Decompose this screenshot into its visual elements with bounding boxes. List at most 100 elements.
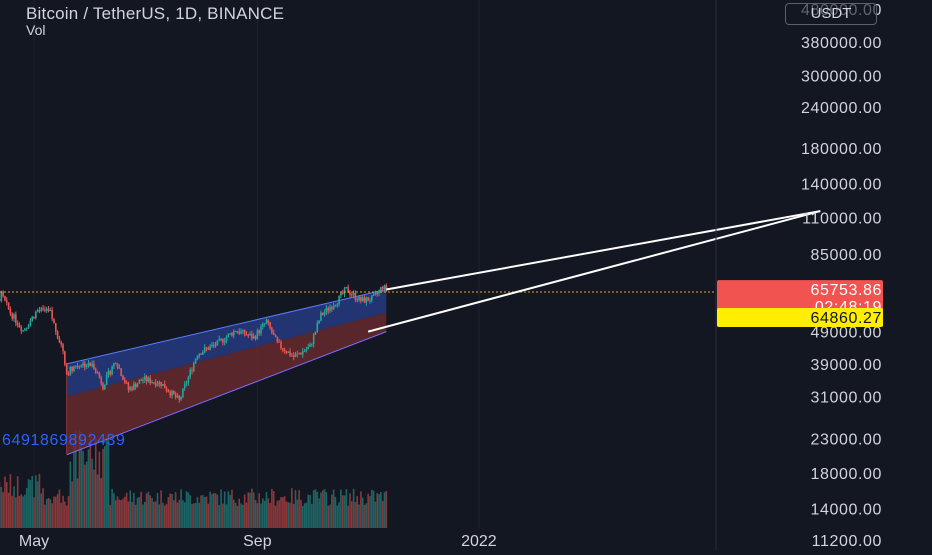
candle-body: [257, 331, 259, 339]
candle-body: [139, 380, 141, 384]
volume-bar: [26, 488, 28, 528]
candle-body: [237, 332, 239, 333]
candle-body: [135, 384, 137, 387]
candle-body: [168, 391, 170, 393]
volume-bar: [240, 503, 242, 528]
candle-body: [26, 328, 28, 329]
volume-bar: [224, 492, 226, 528]
volume-bar: [106, 437, 108, 528]
volume-bar: [189, 495, 191, 528]
candle-body: [44, 309, 46, 310]
candle-body: [286, 351, 288, 353]
price-axis[interactable]: 800000.00640000.00480000.00380000.003000…: [801, 0, 882, 550]
candle-body: [13, 314, 15, 318]
volume-bar: [22, 496, 24, 528]
candle-body: [197, 356, 199, 359]
candle-body: [224, 341, 226, 343]
candle-body: [104, 385, 106, 389]
candle-body: [380, 287, 382, 290]
candle-body: [122, 376, 124, 380]
volume-bar: [300, 500, 302, 528]
candle-body: [302, 351, 304, 354]
volume-bar: [197, 497, 199, 528]
volume-bar: [146, 494, 148, 528]
price-tick-label: 18000.00: [810, 466, 882, 483]
volume-bar: [262, 498, 264, 528]
candle-body: [211, 345, 213, 346]
volume-bar: [264, 501, 266, 528]
volume-bar: [77, 478, 79, 528]
volume-bar: [198, 503, 200, 528]
candle-body: [195, 359, 197, 363]
volume-bar: [311, 504, 313, 528]
volume-bar: [137, 498, 139, 528]
volume-bar: [293, 504, 295, 528]
candle-body: [133, 384, 135, 390]
volume-bar: [120, 500, 122, 528]
price-tick-label: 180000.00: [801, 141, 882, 158]
candle-body: [293, 356, 295, 357]
volume-bar: [327, 506, 329, 528]
volume-bar: [237, 506, 239, 528]
volume-bar: [275, 506, 277, 528]
candle-body: [342, 293, 344, 294]
volume-bar: [70, 462, 72, 528]
candle-body: [360, 297, 362, 302]
candle-body: [50, 310, 52, 311]
volume-bar: [10, 474, 12, 528]
volume-bar: [246, 503, 248, 528]
candle-body: [202, 352, 204, 355]
volume-bar: [60, 503, 62, 528]
candle-body: [80, 365, 82, 366]
candle-body: [307, 347, 309, 349]
volume-bar: [235, 503, 237, 528]
currency-button[interactable]: USDT: [785, 3, 877, 25]
candle-body: [246, 334, 248, 335]
volume-bar: [366, 503, 368, 528]
volume-bar: [335, 497, 337, 528]
volume-bar: [64, 501, 66, 528]
volume-bar: [62, 496, 64, 528]
volume-indicator-label[interactable]: Vol: [26, 22, 45, 38]
volume-bar: [329, 505, 331, 528]
candle-body: [66, 365, 68, 374]
volume-bar: [267, 498, 269, 528]
volume-bar: [82, 451, 84, 528]
candle-body: [304, 351, 306, 352]
candle-body: [222, 339, 224, 343]
candle-body: [99, 373, 101, 378]
volume-bar: [253, 492, 255, 528]
volume-bar: [206, 496, 208, 528]
volume-bar: [184, 502, 186, 528]
volume-bar: [286, 501, 288, 528]
candle-body: [28, 326, 30, 328]
candle-body: [275, 335, 277, 337]
candle-body: [298, 353, 300, 354]
price-tick-label: 380000.00: [801, 35, 882, 52]
candle-body: [124, 380, 126, 383]
volume-bar: [364, 505, 366, 528]
volume-bar: [159, 504, 161, 528]
volume-bar: [177, 503, 179, 528]
volume-bar: [346, 489, 348, 528]
candle-body: [226, 337, 228, 341]
candle-body: [184, 384, 186, 388]
volume-bar: [200, 495, 202, 528]
volume-bar: [35, 475, 37, 528]
candle-body: [15, 314, 17, 323]
volume-bar: [249, 493, 251, 528]
volume-bar: [266, 492, 268, 528]
candle-body: [164, 384, 166, 388]
volume-bar: [17, 476, 19, 528]
volume-bar: [4, 477, 6, 528]
volume-bar: [277, 501, 279, 528]
volume-bar: [50, 499, 52, 528]
volume-bar: [278, 500, 280, 528]
volume-bar: [228, 491, 230, 528]
symbol-title[interactable]: Bitcoin / TetherUS, 1D, BINANCE: [26, 4, 284, 24]
volume-bar: [260, 504, 262, 528]
candle-body: [35, 312, 37, 318]
